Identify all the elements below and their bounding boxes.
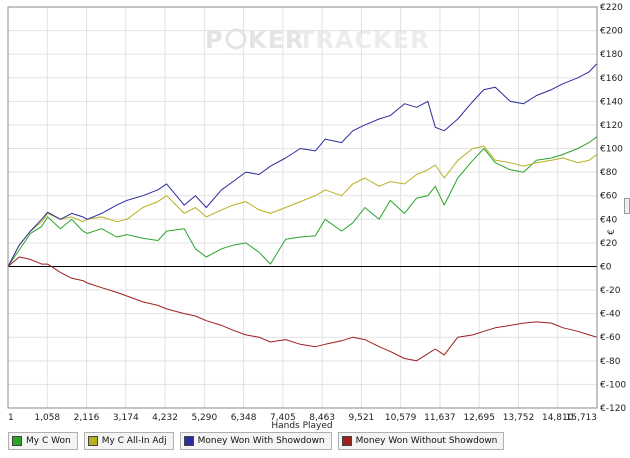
chart-area: P KER TRACKER €220€200€180€160€140€120€1… [0, 0, 630, 430]
legend-label: My C Won [26, 436, 71, 446]
y-tick-label: €0 [600, 262, 612, 272]
y-tick-label: €-40 [600, 310, 621, 320]
x-tick-label: 7,405 [270, 413, 296, 423]
y-tick-label: €180 [600, 50, 623, 60]
x-tick-label: 11,637 [424, 413, 456, 423]
y-tick-label: €220 [600, 3, 623, 13]
y-tick-label: €120 [600, 121, 623, 131]
x-tick-label: 15,713 [566, 413, 598, 423]
x-tick-label: 14,810 [542, 413, 574, 423]
legend-swatch [341, 436, 352, 446]
x-tick-label: 6,348 [231, 413, 257, 423]
x-tick-label: 3,174 [113, 413, 139, 423]
legend: My C Won My C All-In Adj Money Won With Sh… [8, 430, 622, 452]
y-tick-label: €-80 [600, 357, 621, 367]
y-tick-label: €60 [600, 192, 617, 202]
legend-swatch [12, 436, 22, 446]
y-tick-label: €100 [600, 145, 623, 155]
y-tick-label: €40 [600, 215, 617, 225]
resize-handle[interactable] [624, 198, 630, 214]
x-tick-label: 4,232 [152, 413, 178, 423]
legend-label: Money Won With Showdown [197, 436, 325, 446]
x-tick-label: 10,579 [385, 413, 417, 423]
x-tick-label: 13,752 [503, 413, 535, 423]
legend-item[interactable]: Money Won With Showdown [179, 432, 332, 450]
legend-item[interactable]: Money Won Without Showdown [337, 432, 505, 450]
series-line-my-c-won [7, 136, 598, 267]
x-tick-label: 1 [8, 413, 14, 423]
series-line-money-won-with-showdown [7, 63, 598, 267]
y-tick-label: €140 [600, 97, 623, 107]
y-axis-title: € [607, 229, 617, 235]
x-tick-label: 12,695 [463, 413, 495, 423]
x-tick-labels: 1 1,058 2,116 3,174 4,232 5,290 6,348 7,405 8,46… [8, 413, 597, 423]
x-tick-label: 2,116 [74, 413, 100, 423]
x-tick-label: 1,058 [34, 413, 60, 423]
legend-swatch [87, 436, 98, 446]
y-tick-label: €-20 [600, 286, 621, 296]
x-axis-title: Hands Played [271, 421, 332, 430]
y-tick-label: €20 [600, 239, 617, 249]
series-lines [7, 63, 598, 362]
legend-item[interactable]: My C Won [8, 432, 78, 450]
series-line-money-won-without-showdown [7, 256, 598, 362]
legend-label: Money Won Without Showdown [355, 436, 498, 446]
y-tick-label: €-120 [600, 404, 626, 414]
y-gridlines [8, 6, 597, 409]
legend-label: My C All-In Adj [101, 436, 167, 446]
y-tick-label: €-100 [600, 380, 626, 390]
legend-item[interactable]: My C All-In Adj [83, 432, 174, 450]
legend-swatch [183, 436, 194, 446]
y-tick-label: €160 [600, 74, 623, 84]
watermark-text-1: P [205, 26, 224, 54]
watermark-spade-icon [225, 28, 247, 50]
y-tick-label: €-60 [600, 333, 621, 343]
x-tick-label: 9,521 [349, 413, 375, 423]
y-tick-labels: €220 €200 €180 €160 €140 €120 €100 €80 €60 €40 €20… [600, 3, 626, 414]
y-tick-label: €80 [600, 168, 617, 178]
x-gridlines [7, 7, 598, 408]
x-tick-label: 8,463 [309, 413, 335, 423]
plot-frame [7, 6, 598, 409]
chart-background [0, 0, 630, 430]
y-tick-label: €200 [600, 27, 623, 37]
x-tick-label: 5,290 [191, 413, 217, 423]
